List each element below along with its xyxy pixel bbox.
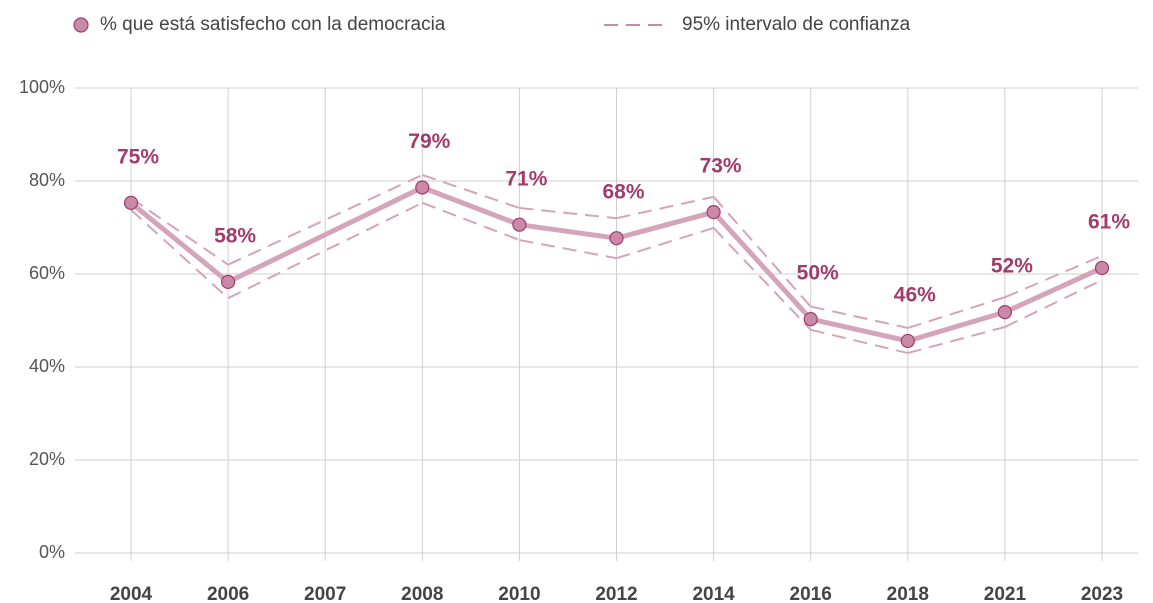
point	[415, 180, 430, 195]
ci-lower	[421, 201, 520, 241]
point	[609, 231, 624, 246]
line-segment	[711, 209, 814, 322]
x-tick-label: 2010	[498, 584, 540, 603]
ci-upper	[130, 197, 229, 266]
line-segment	[516, 222, 619, 241]
point	[512, 217, 527, 232]
ci-upper	[1004, 254, 1103, 299]
y-tick-label: 80%	[29, 170, 65, 190]
data-label: 52%	[991, 255, 1033, 278]
legend-marker	[73, 17, 89, 33]
data-label: 50%	[797, 262, 839, 285]
ci-upper	[712, 196, 812, 308]
y-tick-label: 40%	[29, 356, 65, 376]
point	[803, 312, 818, 327]
point	[1094, 260, 1110, 276]
x-tick-label: 2016	[790, 584, 832, 603]
point	[997, 305, 1013, 320]
x-tick-label: 2014	[692, 584, 735, 603]
x-tick-label: 2023	[1081, 584, 1123, 603]
x-tick-label: 2012	[595, 584, 637, 603]
ci-lower	[519, 239, 617, 260]
x-tick-label: 2004	[110, 584, 153, 603]
x-tick-label: 2018	[887, 584, 929, 603]
x-tick-label: 2006	[207, 584, 249, 603]
data-label: 75%	[117, 145, 159, 168]
ci-lower	[227, 201, 423, 300]
ci-lower	[712, 227, 812, 331]
ci-lower	[616, 227, 714, 260]
x-tick-label: 2021	[984, 584, 1027, 603]
ci-upper	[810, 305, 909, 329]
line-segment	[1002, 265, 1105, 315]
point	[123, 195, 139, 210]
legend-label: 95% intervalo de confianza	[682, 14, 911, 35]
y-tick-label: 0%	[39, 542, 65, 562]
line-segment	[419, 185, 522, 228]
data-label: 68%	[602, 181, 644, 204]
ci-upper	[616, 195, 714, 220]
x-tick-label: 2007	[304, 584, 346, 603]
point	[900, 333, 915, 349]
ci-upper	[227, 174, 423, 266]
data-label: 46%	[894, 284, 936, 307]
ci-lower	[907, 326, 1006, 355]
ci-upper	[519, 206, 617, 220]
line-segment	[614, 209, 717, 241]
line-segment	[905, 309, 1008, 344]
line-segment	[808, 316, 911, 344]
line-segment	[128, 200, 231, 285]
y-tick-label: 100%	[19, 77, 65, 97]
data-label: 73%	[700, 155, 742, 178]
data-label: 71%	[505, 167, 547, 190]
data-label: 79%	[408, 130, 450, 153]
ci-upper	[421, 174, 520, 209]
x-tick-label: 2008	[401, 584, 443, 603]
data-label: 61%	[1088, 211, 1130, 234]
data-label: 58%	[214, 224, 256, 247]
ci-lower	[810, 328, 909, 355]
line-segment	[225, 185, 425, 285]
ci-lower	[1004, 279, 1103, 328]
y-tick-label: 60%	[29, 263, 65, 283]
legend-label: % que está satisfecho con la democracia	[100, 14, 446, 35]
ci-upper	[907, 296, 1006, 329]
point	[706, 205, 721, 220]
point	[221, 274, 236, 290]
y-tick-label: 20%	[29, 449, 65, 469]
